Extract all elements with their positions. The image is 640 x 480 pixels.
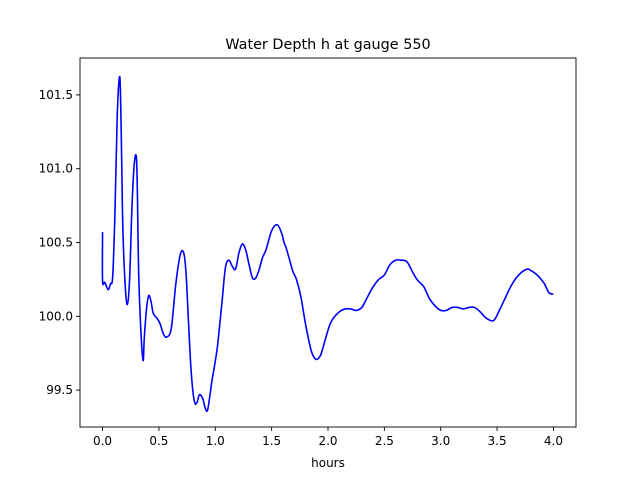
x-tick-label: 0.5: [149, 434, 168, 448]
x-tick-label: 1.5: [262, 434, 281, 448]
plot-background: [80, 58, 576, 427]
x-tick-label: 4.0: [544, 434, 563, 448]
x-axis: 0.0 0.5 1.0 1.5 2.0 2.5 3.0 3.5 4.0: [93, 427, 563, 448]
x-tick-label: 1.0: [206, 434, 225, 448]
y-tick-label: 101.0: [39, 162, 73, 176]
y-axis: 99.5 100.0 100.5 101.0 101.5: [39, 88, 80, 397]
x-axis-title: hours: [311, 456, 345, 470]
y-tick-label: 100.5: [39, 236, 73, 250]
series-line: [101, 75, 554, 413]
x-tick-label: 3.5: [488, 434, 507, 448]
x-tick-label: 2.0: [318, 434, 337, 448]
plot-area: [79, 57, 577, 428]
y-tick-label: 99.5: [46, 383, 73, 397]
y-tick-label: 100.0: [39, 309, 73, 323]
y-tick-label: 101.5: [39, 88, 73, 102]
chart-title: Water Depth h at gauge 550: [225, 37, 430, 53]
x-tick-label: 0.0: [93, 434, 112, 448]
x-tick-label: 2.5: [375, 434, 394, 448]
x-tick-label: 3.0: [431, 434, 450, 448]
